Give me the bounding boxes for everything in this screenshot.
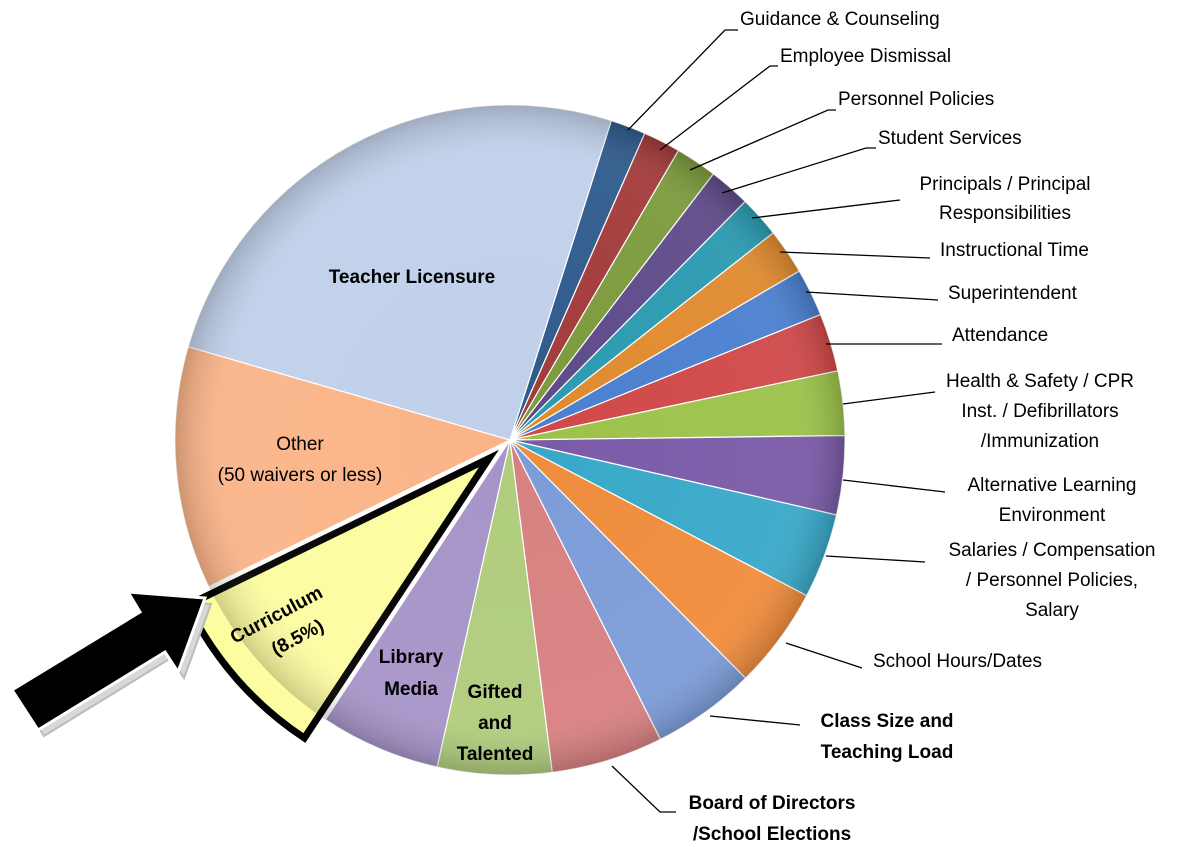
label-text: Salaries / Compensation <box>949 540 1156 561</box>
label-text: Responsibilities <box>939 203 1071 224</box>
label-text: Gifted <box>468 682 523 703</box>
labels: Guidance & Counseling Employee Dismissal P… <box>218 9 1156 845</box>
label-text: Teaching Load <box>821 742 954 763</box>
label-text: Class Size and <box>820 711 953 732</box>
label-text: Environment <box>999 505 1106 526</box>
label-text: (50 waivers or less) <box>218 465 383 486</box>
label-text: Salary <box>1025 600 1079 621</box>
label-text: Alternative Learning <box>968 475 1137 496</box>
label-text: Other <box>276 434 324 455</box>
leader-line <box>825 555 926 563</box>
slice-label: Personnel Policies <box>838 89 994 110</box>
label-text: Media <box>384 679 438 700</box>
label-text: Principals / Principal <box>919 174 1090 195</box>
label-text: Employee Dismissal <box>780 46 951 67</box>
leader-line <box>627 29 738 131</box>
slice-label: Health & Safety / CPR Inst. / Defibrillat… <box>946 371 1134 452</box>
label-text: Student Services <box>878 128 1022 149</box>
label-text: Instructional Time <box>940 240 1089 261</box>
slice-label: Principals / Principal Responsibilities <box>919 174 1090 224</box>
leader-line <box>779 251 931 259</box>
slice-label: Teacher Licensure <box>329 267 496 288</box>
slice-label: Other (50 waivers or less) <box>218 434 383 486</box>
arrow <box>9 590 208 733</box>
label-text: Inst. / Defibrillators <box>961 401 1118 422</box>
label-text: Library <box>379 647 444 668</box>
label-text: /Immunization <box>981 431 1099 452</box>
slice-label: Salaries / Compensation / Personnel Polic… <box>949 540 1156 621</box>
slice-label: Alternative Learning Environment <box>968 475 1137 526</box>
label-text: Health & Safety / CPR <box>946 371 1134 392</box>
slice-label: Instructional Time <box>940 240 1089 261</box>
slice-label: Library Media <box>379 647 444 700</box>
slice-label: Employee Dismissal <box>780 46 951 67</box>
leader-line <box>805 291 939 301</box>
leader-line <box>785 642 863 669</box>
label-text: Attendance <box>952 325 1048 346</box>
label-text: /School Elections <box>693 824 851 845</box>
leader-line <box>721 147 876 194</box>
label-text: / Personnel Policies, <box>966 570 1138 591</box>
leader-line <box>611 765 676 813</box>
leader-line <box>689 109 836 171</box>
leader-line <box>659 65 778 151</box>
slice-label: Student Services <box>878 128 1022 149</box>
label-text: Personnel Policies <box>838 89 994 110</box>
leader-line <box>842 391 936 405</box>
leader-line <box>842 479 946 493</box>
slice-label: Board of Directors/School Elections <box>689 793 856 845</box>
slice-label: Gifted and Talented <box>457 682 534 765</box>
label-text: and <box>478 713 512 734</box>
label-text: Guidance & Counseling <box>740 9 940 30</box>
label-text: School Hours/Dates <box>873 651 1042 672</box>
label-text: Teacher Licensure <box>329 267 496 288</box>
slice-label: Class Size and Teaching Load <box>820 711 953 763</box>
slice-label: Attendance <box>952 325 1048 346</box>
label-text: Superintendent <box>948 283 1078 304</box>
slice-label: School Hours/Dates <box>873 651 1042 672</box>
label-text: Talented <box>457 744 534 765</box>
label-text: Board of Directors <box>689 793 856 814</box>
slice-label: Superintendent <box>948 283 1078 304</box>
leader-line <box>751 199 901 219</box>
leader-line <box>709 715 801 726</box>
slice-label: Guidance & Counseling <box>740 9 940 30</box>
